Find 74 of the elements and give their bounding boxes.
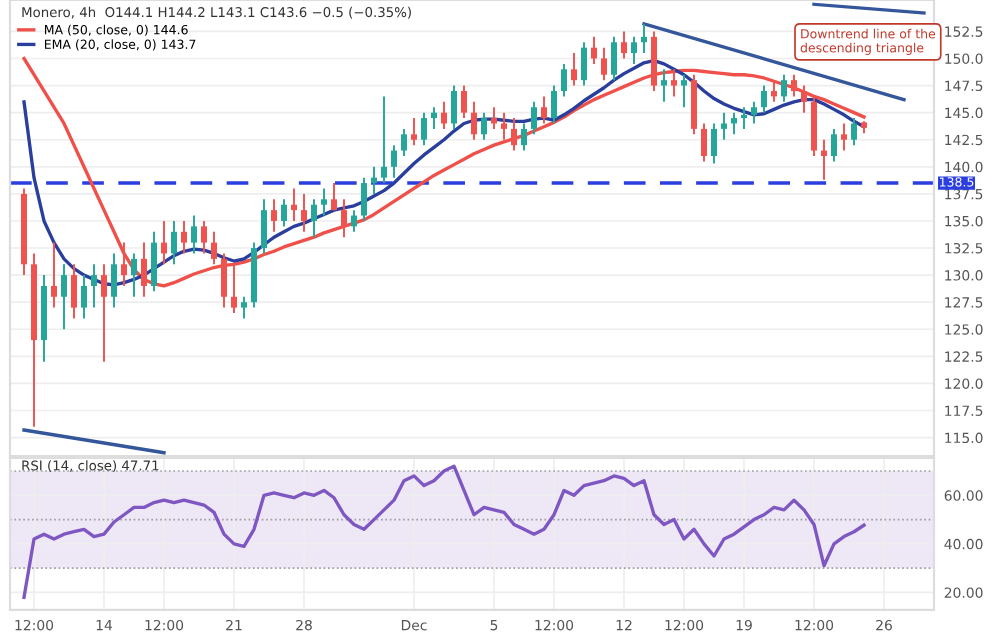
- candlestick: [631, 35, 637, 65]
- candlestick: [621, 30, 627, 60]
- candlestick: [741, 106, 747, 130]
- candlestick: [541, 95, 547, 125]
- candlestick: [151, 230, 157, 293]
- candlestick: [701, 122, 707, 163]
- candlestick: [61, 263, 67, 331]
- candlestick: [201, 219, 207, 255]
- candlestick: [851, 117, 857, 147]
- candlestick: [471, 100, 477, 141]
- candlestick: [821, 138, 827, 181]
- candlestick: [461, 84, 467, 120]
- candlestick: [591, 35, 597, 65]
- candlestick: [751, 100, 757, 125]
- candlestick: [361, 176, 367, 222]
- candlestick: [611, 35, 617, 82]
- candlestick: [411, 117, 417, 147]
- candlestick: [451, 84, 457, 130]
- candlestick: [551, 84, 557, 125]
- candlestick: [561, 62, 567, 98]
- candlestick: [721, 111, 727, 141]
- candlestick: [261, 198, 267, 255]
- candlestick: [511, 117, 517, 152]
- candlestick: [781, 73, 787, 103]
- candlestick: [311, 198, 317, 239]
- candlestick: [381, 95, 387, 185]
- candlestick: [581, 41, 587, 87]
- candlestick: [681, 73, 687, 109]
- candlestick: [351, 209, 357, 233]
- candlestick: [501, 111, 507, 141]
- candlestick: [291, 187, 297, 222]
- candlestick: [111, 252, 117, 309]
- candlestick: [431, 106, 437, 130]
- candlestick: [341, 198, 347, 239]
- candlestick: [421, 111, 427, 147]
- candlestick: [801, 84, 807, 114]
- candlestick: [161, 219, 167, 266]
- candlestick: [521, 122, 527, 152]
- candlestick: [241, 295, 247, 320]
- candlestick: [491, 106, 497, 130]
- candlestick: [331, 182, 337, 212]
- candlestick: [831, 127, 837, 163]
- candlestick: [571, 52, 577, 87]
- candlestick: [481, 111, 487, 141]
- candlestick: [661, 68, 667, 103]
- candlestick: [531, 100, 537, 136]
- candlestick: [321, 187, 327, 217]
- candlestick: [761, 84, 767, 114]
- candlestick: [71, 263, 77, 320]
- candlestick: [601, 46, 607, 82]
- candlestick: [441, 100, 447, 130]
- candlestick: [211, 230, 217, 266]
- candlestick: [51, 241, 57, 309]
- candlestick: [731, 111, 737, 136]
- line-series: [22, 464, 866, 599]
- candlestick: [181, 219, 187, 255]
- candlestick: [791, 73, 797, 98]
- candlestick: [101, 263, 107, 363]
- candlestick: [131, 252, 137, 298]
- candlestick: [271, 198, 277, 233]
- candlestick: [671, 68, 677, 98]
- candlestick: [641, 22, 647, 55]
- candlestick: [401, 127, 407, 157]
- candlestick: [771, 79, 777, 103]
- candlestick: [171, 219, 177, 266]
- candlestick: [91, 263, 97, 309]
- candlestick: [841, 122, 847, 152]
- candlestick: [301, 192, 307, 233]
- candlestick: [191, 214, 197, 255]
- candlestick: [391, 144, 397, 179]
- candlestick: [371, 165, 377, 195]
- candlestick: [281, 198, 287, 228]
- candlestick: [81, 274, 87, 320]
- candlestick: [711, 122, 717, 165]
